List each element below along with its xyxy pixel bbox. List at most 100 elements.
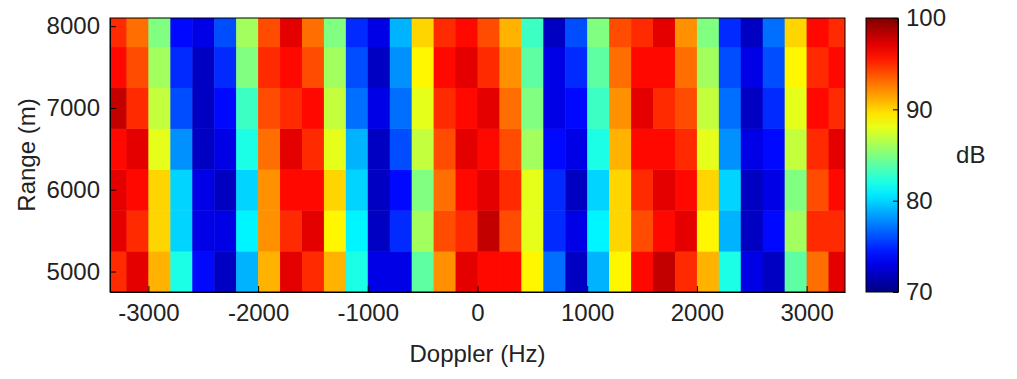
- heatmap-cell: [170, 88, 192, 129]
- heatmap-cell: [565, 251, 587, 292]
- tick-label: 70: [906, 278, 933, 305]
- tick: 1000: [561, 286, 614, 326]
- heatmap-cell: [587, 88, 609, 129]
- heatmap-cell: [368, 210, 390, 251]
- heatmap-cell: [653, 47, 675, 88]
- tick-label: 8000: [47, 12, 100, 39]
- tick-mark: [893, 292, 898, 293]
- heatmap-cell: [478, 169, 500, 210]
- chart: -3000-2000-10000100020003000500060007000…: [0, 0, 1017, 379]
- heatmap-cell: [110, 88, 127, 129]
- tick: 100: [893, 4, 946, 31]
- heatmap-cell: [214, 18, 236, 47]
- heatmap-cell: [280, 128, 302, 169]
- heatmap-cell: [565, 128, 587, 169]
- heatmap-cell: [763, 18, 785, 47]
- tick-label: -1000: [338, 299, 399, 326]
- heatmap-cell: [499, 128, 521, 169]
- colorbar: [866, 18, 898, 292]
- heatmap-cell: [214, 128, 236, 169]
- heatmap-cell: [258, 169, 280, 210]
- heatmap-cells: [110, 18, 845, 292]
- heatmap-cell: [741, 18, 763, 47]
- heatmap-cell: [324, 47, 346, 88]
- heatmap-cell: [148, 169, 170, 210]
- heatmap-cell: [675, 210, 697, 251]
- tick-mark: [258, 286, 259, 292]
- heatmap-cell: [478, 210, 500, 251]
- heatmap-cell: [324, 128, 346, 169]
- heatmap-cell: [697, 18, 719, 47]
- heatmap-cell: [785, 251, 807, 292]
- heatmap-cell: [110, 169, 127, 210]
- heatmap-cell: [148, 251, 170, 292]
- tick: 6000: [47, 176, 116, 203]
- heatmap-cell: [346, 128, 368, 169]
- heatmap-cell: [653, 128, 675, 169]
- heatmap-cell: [763, 47, 785, 88]
- heatmap-cell: [456, 47, 478, 88]
- heatmap-cell: [543, 169, 565, 210]
- heatmap-cell: [741, 251, 763, 292]
- heatmap-cell: [631, 47, 653, 88]
- heatmap-cell: [807, 210, 829, 251]
- heatmap-cell: [697, 251, 719, 292]
- heatmap-cell: [368, 169, 390, 210]
- colorbar-axis: 70 80 90 100: [893, 4, 946, 305]
- tick: 0: [471, 286, 484, 326]
- heatmap-cell: [543, 128, 565, 169]
- heatmap-cell: [434, 251, 456, 292]
- heatmap-cell: [368, 47, 390, 88]
- heatmap-cell: [324, 169, 346, 210]
- heatmap-cell: [675, 47, 697, 88]
- heatmap-cell: [456, 88, 478, 129]
- heatmap-cell: [785, 88, 807, 129]
- heatmap-cell: [719, 210, 741, 251]
- tick: 70: [893, 278, 933, 305]
- heatmap-cell: [412, 128, 434, 169]
- heatmap-cell: [236, 210, 258, 251]
- heatmap-cell: [302, 18, 324, 47]
- heatmap-cell: [675, 169, 697, 210]
- heatmap-cell: [412, 169, 434, 210]
- heatmap-cell: [346, 47, 368, 88]
- heatmap-cell: [192, 18, 214, 47]
- heatmap-cell: [829, 210, 845, 251]
- heatmap-cell: [412, 210, 434, 251]
- heatmap-cell: [236, 18, 258, 47]
- heatmap-cell: [434, 18, 456, 47]
- heatmap-cell: [829, 18, 845, 47]
- heatmap-cell: [214, 169, 236, 210]
- heatmap-cell: [521, 128, 543, 169]
- heatmap-cell: [543, 210, 565, 251]
- heatmap-cell: [653, 169, 675, 210]
- heatmap-cell: [829, 169, 845, 210]
- heatmap-cell: [280, 251, 302, 292]
- heatmap-cell: [280, 47, 302, 88]
- heatmap-cell: [609, 128, 631, 169]
- heatmap-cell: [302, 47, 324, 88]
- heatmap-cell: [675, 128, 697, 169]
- heatmap-cell: [609, 47, 631, 88]
- heatmap-cell: [785, 128, 807, 169]
- heatmap-cell: [785, 169, 807, 210]
- heatmap-cell: [741, 88, 763, 129]
- tick-label: 7000: [47, 94, 100, 121]
- heatmap-cell: [719, 88, 741, 129]
- heatmap-cell: [609, 210, 631, 251]
- heatmap-cell: [763, 88, 785, 129]
- heatmap-cell: [236, 128, 258, 169]
- heatmap-cell: [280, 169, 302, 210]
- heatmap-cell: [412, 47, 434, 88]
- tick-label: 90: [906, 96, 933, 123]
- heatmap-cell: [499, 18, 521, 47]
- tick: 90: [893, 96, 933, 123]
- heatmap-cell: [192, 169, 214, 210]
- heatmap-cell: [126, 47, 148, 88]
- heatmap-cell: [785, 210, 807, 251]
- tick: -2000: [228, 286, 289, 326]
- heatmap-cell: [148, 128, 170, 169]
- heatmap-cell: [478, 47, 500, 88]
- tick-label: 80: [906, 187, 933, 214]
- heatmap-cell: [324, 210, 346, 251]
